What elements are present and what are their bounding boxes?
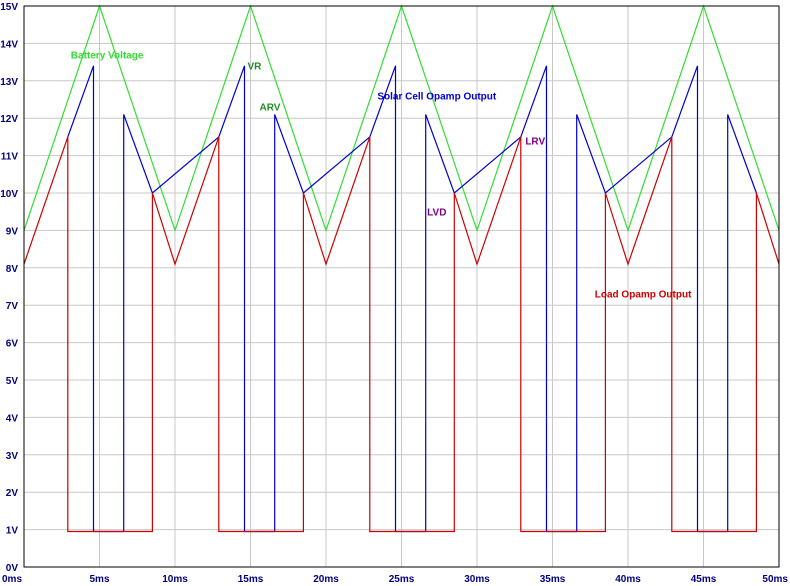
annotation-lvd: LVD	[427, 207, 446, 218]
x-tick-label: 10ms	[162, 574, 188, 585]
y-tick-label: 10V	[0, 189, 18, 200]
x-tick-label: 30ms	[464, 574, 490, 585]
y-tick-label: 9V	[6, 226, 19, 237]
x-tick-label: 50ms	[762, 574, 788, 585]
annotation-vr: VR	[247, 62, 262, 73]
y-tick-label: 13V	[0, 77, 18, 88]
y-tick-label: 12V	[0, 114, 18, 125]
y-tick-label: 6V	[6, 339, 19, 350]
x-tick-label: 15ms	[238, 574, 264, 585]
series-line-load-opamp-output	[23, 136, 780, 533]
x-tick-label: 35ms	[540, 574, 566, 585]
x-tick-label: 20ms	[313, 574, 339, 585]
annotation-load-opamp-output: Load Opamp Output	[595, 290, 692, 301]
x-tick-label: 5ms	[89, 574, 109, 585]
y-tick-label: 2V	[6, 488, 19, 499]
annotation-lrv: LRV	[525, 136, 545, 147]
y-tick-label: 1V	[6, 526, 19, 537]
annotation-arv: ARV	[260, 103, 281, 114]
x-tick-label: 45ms	[691, 574, 717, 585]
x-tick-label: 25ms	[389, 574, 415, 585]
y-tick-label: 4V	[6, 413, 19, 424]
axis-layer	[23, 5, 780, 568]
y-tick-label: 7V	[6, 301, 19, 312]
y-tick-label: 11V	[1, 152, 19, 163]
y-tick-label: 5V	[6, 376, 19, 387]
y-tick-label: 15V	[0, 2, 18, 13]
plot-frame	[23, 5, 780, 568]
x-tick-label: 40ms	[615, 574, 641, 585]
grid-layer	[23, 5, 780, 568]
x-tick-label: 0ms	[2, 574, 22, 585]
y-tick-label: 0V	[6, 563, 19, 574]
y-tick-label: 3V	[6, 451, 19, 462]
annotation-battery-voltage: Battery Voltage	[71, 50, 144, 61]
y-tick-label: 8V	[6, 264, 19, 275]
y-tick-label: 14V	[0, 39, 18, 50]
annotation-solar-cell-opamp-output: Solar Cell Opamp Output	[377, 92, 497, 103]
